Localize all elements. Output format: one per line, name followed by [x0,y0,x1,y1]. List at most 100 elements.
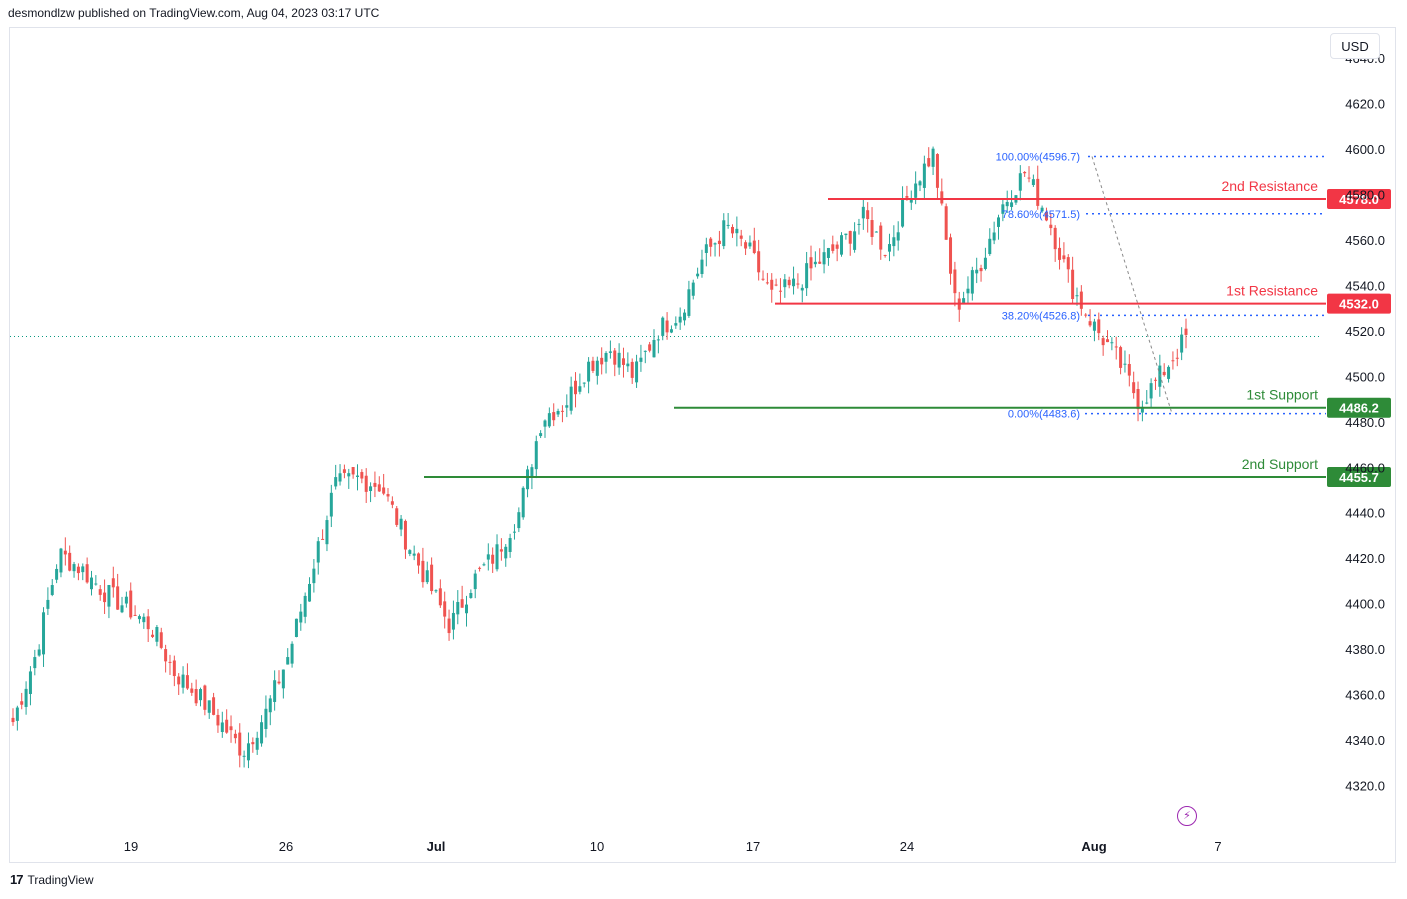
candle-body [1110,342,1114,344]
fib-label: 78.60%(4571.5) [1002,209,1080,221]
candle-body [369,486,373,492]
candle-body [1036,178,1040,206]
candle-body [155,626,159,642]
candle-body [360,472,364,479]
candle-body [726,224,730,226]
candles [11,146,1188,769]
candle-body [1136,389,1140,410]
candle-body [425,570,429,583]
candle-body [142,616,146,623]
candle-body [901,199,905,227]
candle-body [508,538,512,552]
level-price-label: 4486.2 [1339,401,1379,416]
candle-body [24,688,28,707]
y-tick-label: 4420.0 [1345,551,1385,566]
candle-body [1053,227,1057,250]
candle-body [50,585,54,595]
candle-body [447,618,451,634]
candle-body [552,412,556,421]
candle-body [1167,366,1171,379]
candle-body [417,553,421,566]
candle-body [1106,339,1110,343]
candle-body [159,632,163,648]
candle-body [264,708,268,729]
candle-body [286,657,290,665]
candle-body [1145,402,1149,404]
candle-body [255,737,259,750]
candle-body [521,487,525,518]
candle-body [582,382,586,384]
y-tick-label: 4460.0 [1345,460,1385,475]
candle-body [329,492,333,517]
y-tick-label: 4520.0 [1345,324,1385,339]
candle-body [983,257,987,269]
candle-body [251,742,255,745]
lightning-icon[interactable]: ⚡ [1177,806,1197,826]
candle-body [604,352,608,362]
candle-body [151,634,155,637]
candle-body [76,566,80,574]
candle-body [347,473,351,477]
fib-label: 0.00%(4483.6) [1008,409,1080,421]
candle-body [238,732,242,756]
candle-body [621,358,625,365]
candle-body [1079,291,1083,309]
candle-body [1123,363,1127,365]
candle-body [853,231,857,250]
x-tick-label: 19 [124,839,138,854]
candle-body [473,573,477,590]
candle-body [403,520,407,550]
candle-body [338,473,342,482]
candle-body [129,590,133,618]
candle-body [591,360,595,371]
candle-body [355,475,359,477]
candle-body [1044,211,1048,221]
candle-body [1049,224,1053,229]
candle-body [813,261,817,265]
candle-body [744,242,748,249]
y-tick-label: 4580.0 [1345,187,1385,202]
candle-body [312,568,316,584]
publisher-info: desmondlzw published on TradingView.com,… [8,6,380,20]
candle-body [164,649,168,662]
candle-body [1101,338,1105,346]
tradingview-logo-icon[interactable]: 17 [10,872,24,887]
candle-body [669,329,673,333]
candle-body [434,590,438,592]
footer: 17 TradingView [10,872,94,887]
y-tick-label: 4340.0 [1345,733,1385,748]
candle-body [822,252,826,265]
candle-body [648,344,652,351]
candle-body [469,592,473,598]
candle-body [752,240,756,253]
candle-body [770,279,774,290]
level-price-tag [1327,189,1391,210]
candle-body [111,578,115,588]
candle-body [1023,172,1027,174]
candle-body [308,583,312,602]
candle-body [364,475,368,492]
candle-body [678,316,682,323]
candle-body [443,601,447,617]
level-price-tag [1327,397,1391,418]
candle-body [72,564,76,572]
y-tick-label: 4440.0 [1345,506,1385,521]
candle-body [512,531,516,533]
candle-body [94,583,98,585]
brand-name[interactable]: TradingView [27,872,94,887]
candle-body [613,350,617,365]
x-tick-label: 10 [590,839,604,854]
candle-body [42,612,46,655]
time-axis: 19 26 Jul 10 17 24 Aug 7 [124,839,1222,854]
currency-button[interactable]: USD [1330,33,1380,59]
candle-body [299,611,303,623]
candle-body [844,233,848,236]
candle-body [63,550,67,555]
candle-body [225,719,229,733]
candle-body [962,298,966,304]
candle-body [526,469,530,490]
candle-body [683,312,687,321]
y-tick-label: 4560.0 [1345,233,1385,248]
x-tick-label: Jul [427,839,446,854]
